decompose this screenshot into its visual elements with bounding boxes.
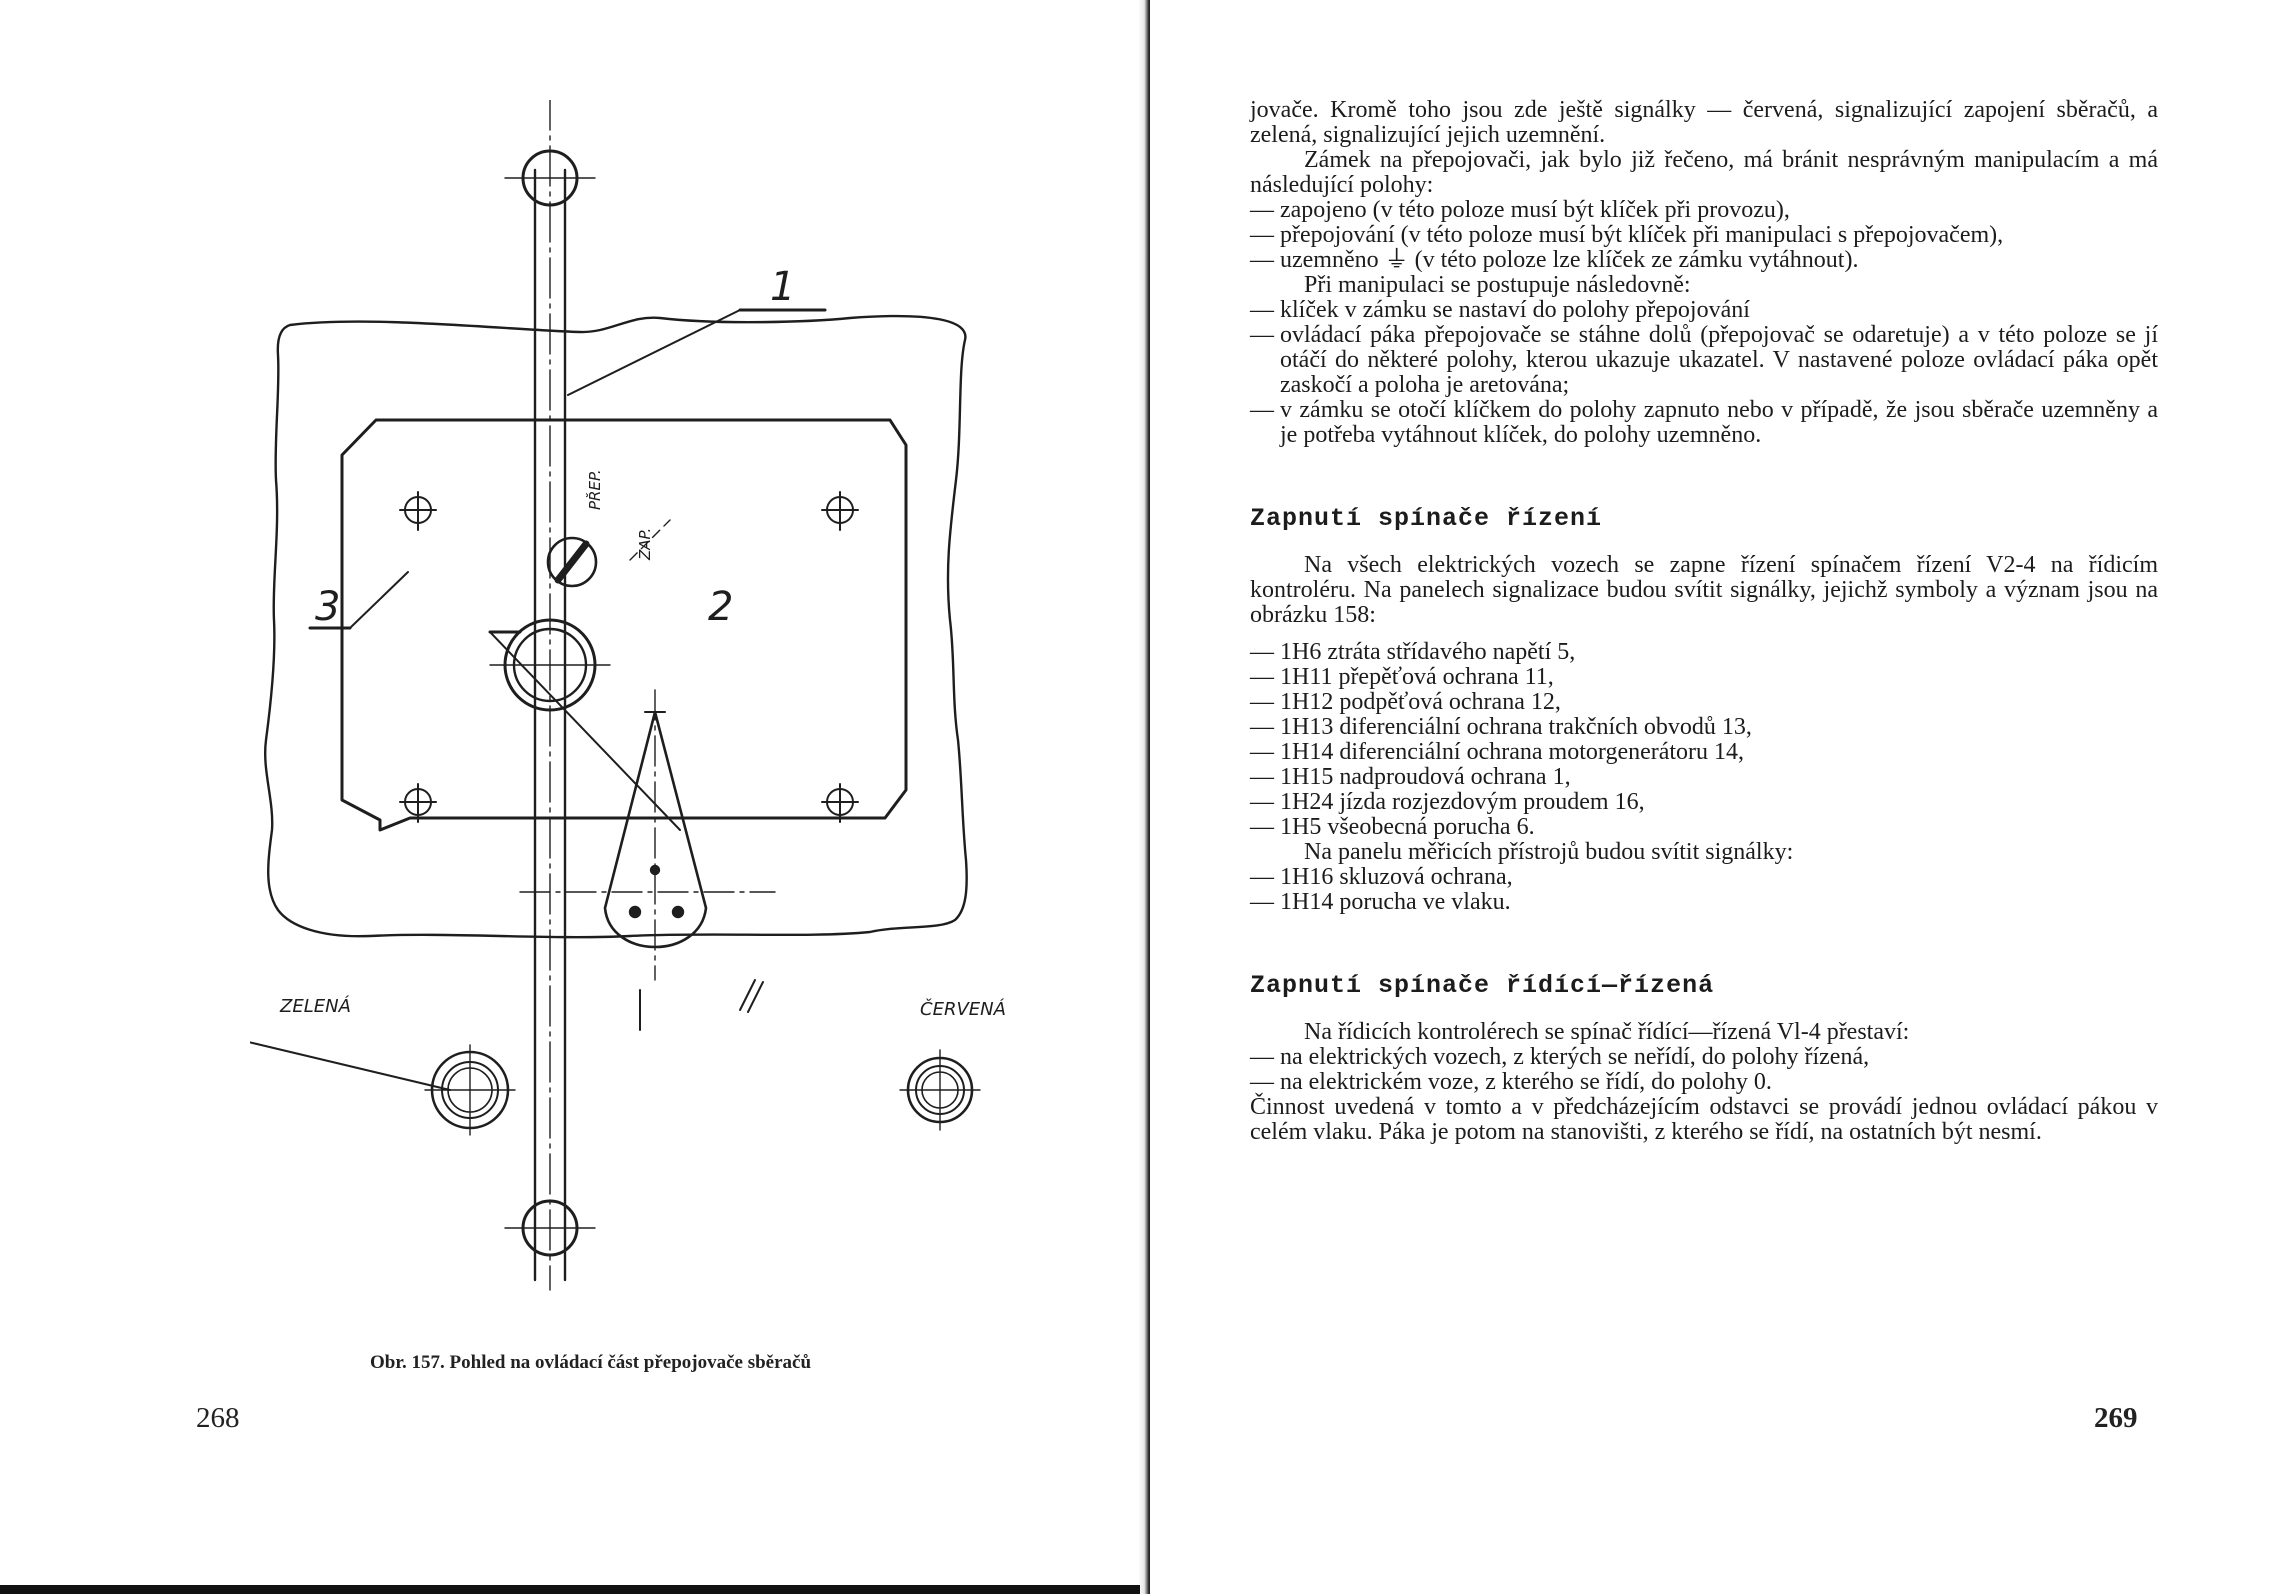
instrument-signal-item: —1H16 skluzová ochrana, (1250, 864, 1513, 890)
lock-position-item: — zapojeno (v této poloze musí být klíček… (1250, 197, 1790, 223)
page-number-right: 269 (2094, 1402, 2138, 1434)
switch-setting-item: — na elektrických vozech, z kterých se ne… (1250, 1044, 1870, 1070)
left-page: 1 2 3 ZELENÁ ČERVENÁ PŘEP. ZAP. Obr. 157… (196, 100, 1006, 1434)
label-prep: PŘEP. (585, 469, 604, 510)
signal-item: —1H13 diferenciální ochrana trakčních ob… (1250, 714, 1752, 740)
switch-diagram: 1 2 3 ZELENÁ ČERVENÁ PŘEP. ZAP. (250, 100, 1006, 1291)
mounting-plate (340, 418, 908, 832)
page-number-left: 268 (196, 1402, 240, 1434)
right-page: 269 (1150, 0, 2272, 1594)
section-heading-control: Zapnutí spínače řízení (1250, 504, 1603, 533)
right-text-column: jovače. Kromě toho jsou zde ještě signál… (1250, 98, 2158, 1145)
figure-caption: Obr. 157. Pohled na ovládací část přepoj… (370, 1352, 812, 1373)
callout-1: 1 (770, 264, 795, 310)
section2-paragraph-1: Na řídicích kontrolérech se spínač řídíc… (1304, 1019, 1910, 1045)
callout-2: 2 (708, 584, 733, 630)
signal-item: —1H6 ztráta střídavého napětí 5, (1250, 639, 1576, 665)
switch-setting-item: — na elektrickém voze, z kterého se řídí,… (1250, 1069, 1772, 1095)
section1-paragraph-1: Na všech elektrických vozech se zapne ří… (1250, 552, 2158, 628)
signal-item: —1H24 jízda rozjezdovým proudem 16, (1250, 789, 1645, 815)
label-zap: ZAP. (636, 528, 654, 561)
section2-paragraph-2: Činnost uvedená v tomto a v předcházejíc… (1250, 1094, 2158, 1145)
intro-paragraph-2: Zámek na přepojovači, jak bylo již řečen… (1250, 147, 2158, 198)
signal-item: —1H15 nadproudová ochrana 1, (1250, 764, 1571, 790)
procedure-step: — ovládací páka přepojovače se stáhne dol… (1250, 322, 2158, 398)
signal-item: —1H14 diferenciální ochrana motorgenerát… (1250, 739, 1745, 765)
signal-item: —1H11 přepěťová ochrana 11, (1250, 664, 1554, 690)
red-lamp (899, 1049, 981, 1131)
key-lock (546, 519, 671, 588)
housing-outline (264, 314, 968, 939)
signal-item: —1H5 všeobecná porucha 6. (1250, 814, 1535, 840)
leaders (250, 308, 827, 1091)
position-pointer (519, 689, 776, 981)
intro-paragraph-1: jovače. Kromě toho jsou zde ještě signál… (1250, 97, 2158, 148)
intro-paragraph-3: Při manipulaci se postupuje následovně: (1304, 272, 1691, 298)
signal-item: —1H12 podpěťová ochrana 12, (1250, 689, 1561, 715)
page-edge-left (0, 1585, 1140, 1594)
callout-3: 3 (315, 584, 340, 630)
instrument-signal-item: —1H14 porucha ve vlaku. (1250, 889, 1511, 915)
section-heading-master-slave: Zapnutí spínače řídící—řízená (1250, 971, 1715, 1000)
green-lamp (424, 1044, 516, 1136)
label-cervena: ČERVENÁ (920, 998, 1006, 1020)
label-zelena: ZELENÁ (279, 995, 351, 1017)
plate-bolts (399, 491, 859, 823)
lock-position-item: — uzemněno ⏚ (v této poloze lze klíček ze… (1250, 247, 1859, 273)
lock-position-item: — přepojování (v této poloze musí být klí… (1250, 222, 2004, 248)
procedure-step: — klíček v zámku se nastaví do polohy pře… (1250, 297, 1750, 323)
section1-paragraph-2: Na panelu měřicích přístrojů budou svíti… (1304, 839, 1794, 865)
procedure-step: — v zámku se otočí klíčkem do polohy zapn… (1250, 397, 2158, 448)
